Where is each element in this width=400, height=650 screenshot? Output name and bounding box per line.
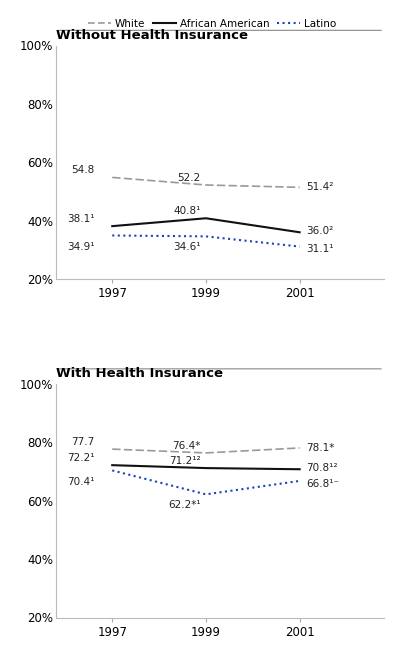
Text: 77.7: 77.7 bbox=[71, 437, 94, 447]
Text: 62.2*¹: 62.2*¹ bbox=[168, 500, 200, 510]
Text: 70.4¹: 70.4¹ bbox=[67, 476, 94, 487]
Legend: White, African American, Latino: White, African American, Latino bbox=[84, 15, 340, 33]
Text: 51.4²: 51.4² bbox=[307, 183, 334, 192]
Text: 31.1¹: 31.1¹ bbox=[307, 244, 334, 254]
Text: 38.1¹: 38.1¹ bbox=[67, 214, 94, 224]
Text: 78.1*: 78.1* bbox=[307, 443, 335, 453]
Text: 54.8: 54.8 bbox=[71, 166, 94, 176]
Text: 71.2¹²: 71.2¹² bbox=[169, 456, 200, 466]
Text: 34.9¹: 34.9¹ bbox=[67, 242, 94, 252]
Text: 36.0²: 36.0² bbox=[307, 226, 334, 236]
Text: 40.8¹: 40.8¹ bbox=[173, 206, 200, 216]
Text: 66.8¹⁻: 66.8¹⁻ bbox=[307, 478, 340, 489]
Text: Without Health Insurance: Without Health Insurance bbox=[56, 29, 248, 42]
Text: With Health Insurance: With Health Insurance bbox=[56, 367, 223, 380]
Text: 52.2: 52.2 bbox=[177, 173, 200, 183]
Text: 72.2¹: 72.2¹ bbox=[67, 453, 94, 463]
Text: 76.4*: 76.4* bbox=[172, 441, 200, 451]
Text: 34.6¹: 34.6¹ bbox=[173, 242, 200, 252]
Text: 70.8¹²: 70.8¹² bbox=[307, 463, 338, 473]
